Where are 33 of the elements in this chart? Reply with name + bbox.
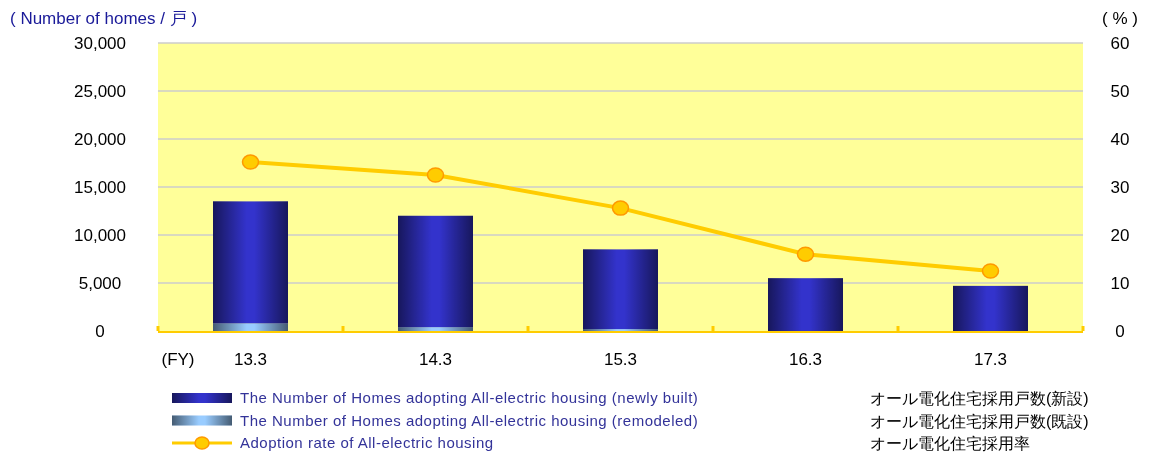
point (241, 154, 260, 170)
y2-tick-label: 60 (1110, 34, 1130, 53)
y-tick-label: 30,000 (74, 34, 126, 53)
point (611, 200, 630, 216)
x-axis-title: (FY) (161, 350, 195, 369)
y2-tick-label: 0 (1115, 322, 1125, 341)
y-tick-label: 20,000 (74, 130, 126, 149)
y2-tick-label: 30 (1110, 178, 1130, 197)
y-axis-title: ( Number of homes / 戸 ) (10, 9, 198, 28)
x-tick-label: 13.3 (233, 350, 268, 369)
text: オール電化住宅採用率 (870, 435, 1030, 452)
point (981, 263, 1000, 279)
legend-label: The Number of Homes adopting All-electric housing (remodeled) (240, 411, 699, 429)
x-tick-label: 17.3 (973, 350, 1008, 369)
y-tick-label: 10,000 (74, 226, 126, 245)
legend-label: The Number of Homes adopting All-electric housing (newly built) (240, 389, 699, 406)
x-tick-label: 14.3 (418, 350, 453, 369)
y2-tick-label: 10 (1110, 274, 1130, 293)
point (796, 246, 815, 262)
y-tick-label: 25,000 (74, 82, 126, 101)
y-tick-label: 5,000 (78, 274, 122, 293)
y2-axis-title: ( % ) (1102, 9, 1138, 28)
y2-tick-label: 50 (1110, 82, 1130, 101)
y2-tick-label: 40 (1110, 130, 1130, 149)
point (426, 167, 445, 183)
x-tick-label: 16.3 (788, 350, 823, 369)
y-tick-label: 15,000 (74, 178, 126, 197)
y2-tick-label: 20 (1110, 226, 1130, 245)
text: オール電化住宅採用戸数(新設) (870, 390, 1089, 407)
y-tick-label: 0 (95, 322, 105, 341)
x-tick-label: 15.3 (603, 350, 638, 369)
legend-label: Adoption rate of All-electric housing (240, 434, 494, 451)
text: オール電化住宅採用戸数(既設) (870, 412, 1089, 430)
